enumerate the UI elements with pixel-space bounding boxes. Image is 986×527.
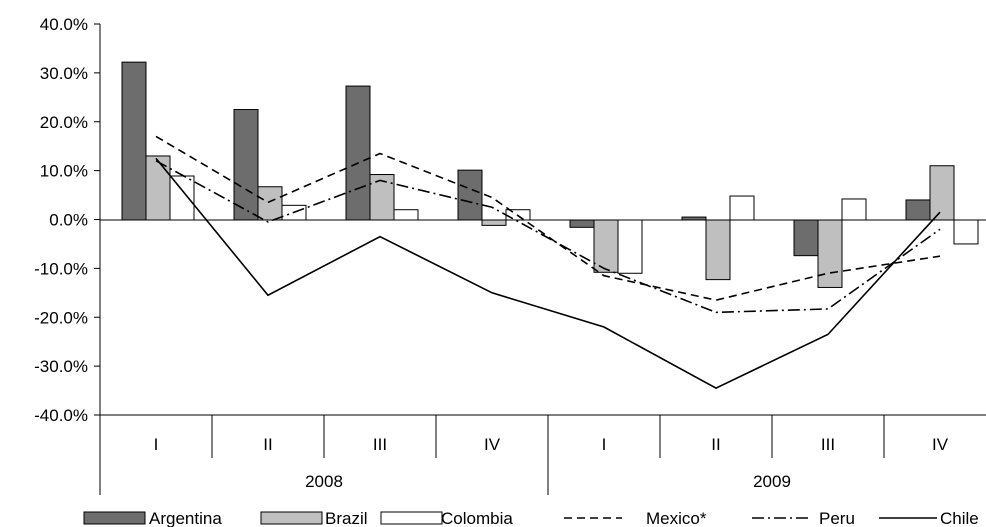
line-mexico bbox=[155, 135, 941, 301]
bar-brazil-2 bbox=[257, 186, 283, 221]
bar-colombia-3 bbox=[393, 209, 419, 221]
legend-label-mexico: Mexico* bbox=[646, 509, 707, 527]
bar-brazil-5 bbox=[593, 219, 619, 273]
bars bbox=[100, 61, 986, 288]
y-tick-label: 30.0% bbox=[40, 64, 88, 83]
line-peru bbox=[155, 160, 941, 314]
bar-argentina-3 bbox=[345, 85, 371, 221]
y-tick-label: -40.0% bbox=[34, 406, 88, 425]
x-group-label: 2008 bbox=[305, 472, 343, 491]
bar-argentina-8 bbox=[905, 199, 931, 221]
x-tick-label: III bbox=[373, 435, 387, 454]
x-tick-label: II bbox=[263, 435, 272, 454]
bar-argentina-5 bbox=[569, 219, 595, 228]
x-tick-label: II bbox=[711, 435, 720, 454]
legend-label-colombia: Colombia bbox=[441, 509, 513, 527]
bar-brazil-8 bbox=[929, 165, 955, 221]
bar-colombia-5 bbox=[617, 219, 643, 274]
y-tick-label: 10.0% bbox=[40, 162, 88, 181]
bar-brazil-7 bbox=[817, 219, 843, 288]
y-tick-label: -20.0% bbox=[34, 308, 88, 327]
y-axis: 40.0% 30.0% 20.0% 10.0% 0.0% -10.0% -20.0% -30.… bbox=[34, 15, 101, 425]
bar-argentina-7 bbox=[793, 219, 819, 257]
legend-label-brazil: Brazil bbox=[325, 509, 368, 527]
legend-label-chile: Chile bbox=[940, 509, 979, 527]
bar-colombia-6 bbox=[729, 195, 755, 221]
x-tick-label: IV bbox=[932, 435, 949, 454]
y-tick-label: -10.0% bbox=[34, 259, 88, 278]
bar-argentina-4 bbox=[457, 169, 483, 221]
bar-colombia-7 bbox=[841, 198, 867, 221]
legend-swatch-colombia bbox=[380, 511, 443, 525]
bar-argentina-1 bbox=[121, 61, 147, 221]
bar-colombia-1 bbox=[169, 175, 195, 221]
x-tick-label: IV bbox=[484, 435, 501, 454]
bar-brazil-6 bbox=[705, 219, 731, 281]
y-tick-label: 40.0% bbox=[40, 15, 88, 34]
bar-brazil-1 bbox=[145, 155, 171, 221]
y-tick-label: -30.0% bbox=[34, 357, 88, 376]
line-chile bbox=[155, 157, 941, 390]
bar-brazil-3 bbox=[369, 174, 395, 221]
x-tick-label: I bbox=[602, 435, 607, 454]
bar-colombia-8 bbox=[953, 219, 979, 245]
x-tick-label: III bbox=[821, 435, 835, 454]
x-tick-label: I bbox=[154, 435, 159, 454]
series-lines bbox=[155, 135, 941, 390]
y-tick-label: 20.0% bbox=[40, 113, 88, 132]
legend-swatch-argentina bbox=[83, 511, 146, 525]
legend: Argentina Brazil Colombia Mexico* Peru Chile bbox=[83, 509, 979, 527]
bar-brazil-4 bbox=[481, 219, 507, 226]
x-group-label: 2009 bbox=[753, 472, 791, 491]
legend-label-peru: Peru bbox=[819, 509, 855, 527]
y-tick-label: 0.0% bbox=[49, 211, 88, 230]
legend-swatch-brazil bbox=[260, 511, 323, 525]
legend-label-argentina: Argentina bbox=[149, 509, 222, 527]
bar-argentina-2 bbox=[233, 109, 259, 221]
